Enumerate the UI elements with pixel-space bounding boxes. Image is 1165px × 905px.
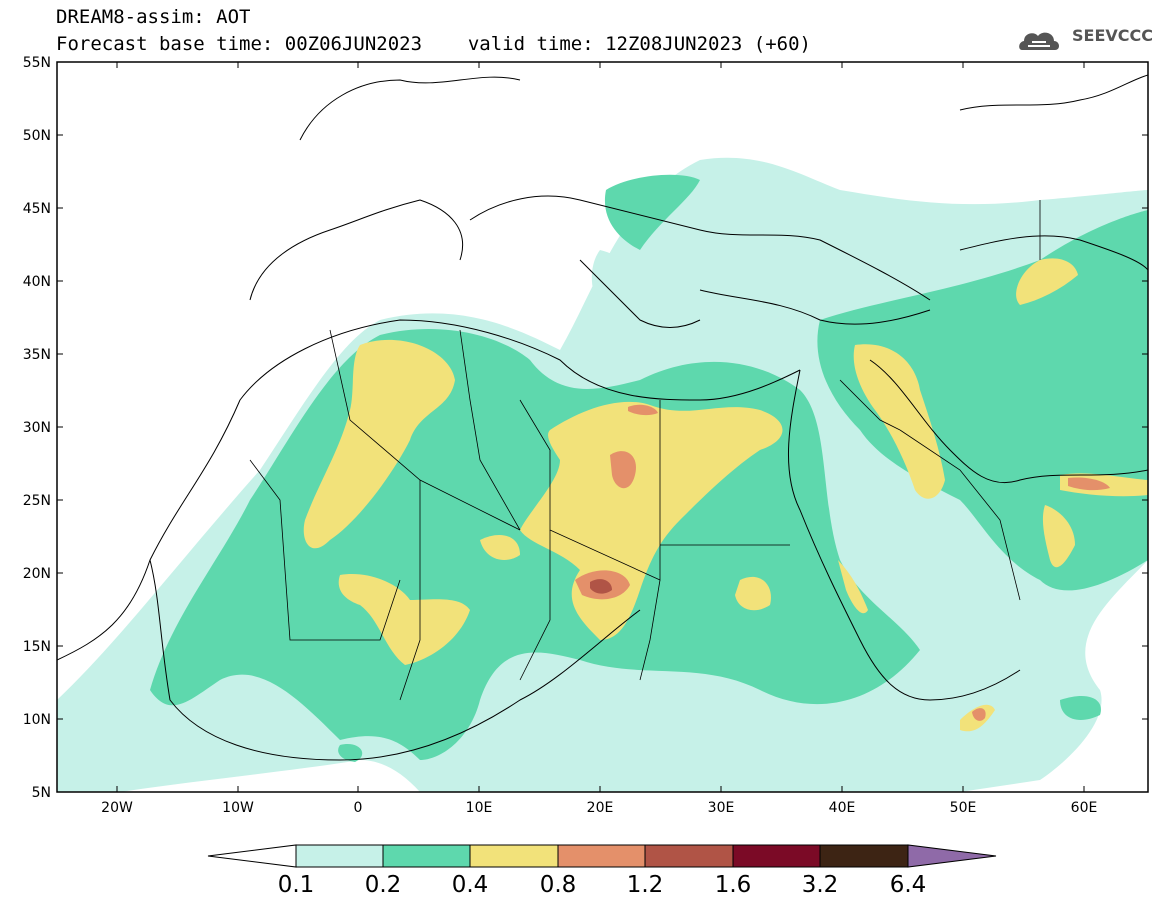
lon-label: 30E [708, 800, 735, 816]
lat-label: 55N [23, 55, 51, 71]
lon-label: 40E [829, 800, 856, 816]
logo-text: SEEVCCC [1072, 26, 1153, 45]
forecast-base-time: Forecast base time: 00Z06JUN2023 [56, 33, 423, 55]
map-title: DREAM8-assim: AOT [56, 6, 251, 28]
colorbar-label: 3.2 [802, 872, 839, 898]
map-subtitle: Forecast base time: 00Z06JUN2023 valid t… [56, 33, 811, 55]
lat-ticks [57, 61, 1148, 720]
lon-label: 10W [222, 800, 254, 816]
colorbar-segment [469, 844, 559, 868]
colorbar-label: 6.4 [890, 872, 927, 898]
colorbar-labels: 0.1 0.2 0.4 0.8 1.2 1.6 3.2 6.4 [278, 872, 927, 898]
lon-label: 10E [466, 800, 493, 816]
lon-label: 60E [1071, 800, 1098, 816]
colorbar-segment [295, 844, 384, 868]
lat-label: 20N [23, 566, 51, 582]
colorbar-segment [557, 844, 646, 868]
colorbar-under-triangle [207, 844, 297, 868]
lon-labels: 20W 10W 0 10E 20E 30E 40E 50E 60E [101, 800, 1097, 816]
lon-label: 50E [950, 800, 977, 816]
lat-label: 10N [23, 712, 51, 728]
lat-label: 5N [32, 785, 51, 801]
coastlines-borders [57, 74, 1148, 761]
colorbar-over-triangle [907, 844, 997, 868]
map-area [56, 61, 1149, 793]
lat-label: 50N [23, 128, 51, 144]
seevccc-logo [1019, 32, 1060, 50]
lat-label: 30N [23, 420, 51, 436]
colorbar-label: 0.8 [540, 872, 577, 898]
aot-contour-1-2 [590, 579, 612, 594]
colorbar [207, 844, 997, 868]
colorbar-segment [732, 844, 821, 868]
lat-label: 35N [23, 347, 51, 363]
lon-label: 0 [354, 800, 363, 816]
colorbar-segment [644, 844, 734, 868]
lat-label: 25N [23, 493, 51, 509]
lat-labels: 55N 50N 45N 40N 35N 30N 25N 20N 15N 10N … [23, 55, 51, 801]
colorbar-label: 0.2 [365, 872, 402, 898]
colorbar-segment [382, 844, 471, 868]
lat-label: 15N [23, 639, 51, 655]
lat-label: 40N [23, 274, 51, 290]
lon-label: 20E [587, 800, 614, 816]
lon-label: 20W [101, 800, 133, 816]
lon-ticks [116, 62, 1085, 792]
cloud-icon [1019, 32, 1060, 50]
colorbar-segment [819, 844, 909, 868]
colorbar-label: 1.6 [715, 872, 752, 898]
lat-label: 45N [23, 201, 51, 217]
valid-time: valid time: 12Z08JUN2023 (+60) [467, 33, 811, 55]
colorbar-label: 1.2 [627, 872, 664, 898]
national-borders [249, 200, 1041, 701]
colorbar-label: 0.1 [278, 872, 315, 898]
colorbar-label: 0.4 [452, 872, 489, 898]
